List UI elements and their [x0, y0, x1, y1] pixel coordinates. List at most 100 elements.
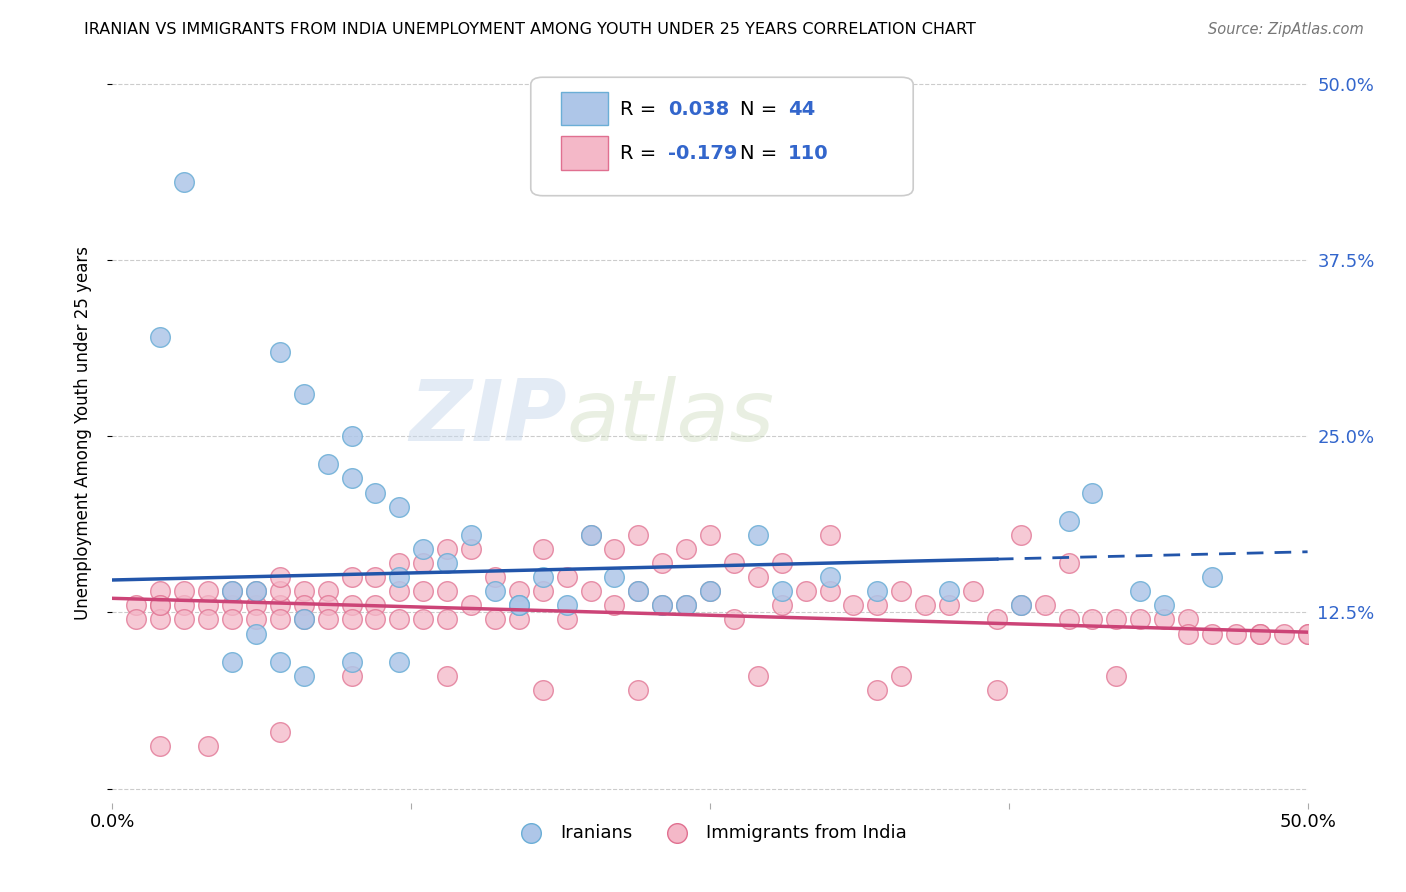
Point	[292, 599, 315, 613]
Point	[1010, 599, 1032, 613]
Point	[508, 599, 530, 613]
FancyBboxPatch shape	[561, 136, 609, 169]
Point	[531, 683, 554, 698]
Point	[818, 528, 841, 542]
Point	[269, 655, 291, 669]
Point	[555, 570, 578, 584]
Text: R =: R =	[620, 144, 662, 163]
Point	[603, 541, 626, 556]
Point	[1057, 556, 1080, 570]
Point	[125, 612, 148, 626]
Point	[842, 599, 865, 613]
Point	[962, 584, 984, 599]
FancyBboxPatch shape	[561, 92, 609, 126]
Point	[149, 599, 172, 613]
Point	[436, 584, 458, 599]
Point	[340, 612, 363, 626]
Point	[627, 584, 650, 599]
Point	[197, 584, 219, 599]
Point	[1296, 626, 1319, 640]
Point	[245, 584, 267, 599]
Point	[149, 599, 172, 613]
Point	[555, 599, 578, 613]
Point	[770, 599, 793, 613]
Point	[340, 669, 363, 683]
Point	[986, 612, 1008, 626]
Point	[1129, 584, 1152, 599]
Point	[340, 429, 363, 443]
Point	[699, 528, 721, 542]
Point	[1225, 626, 1247, 640]
Point	[149, 584, 172, 599]
Point	[316, 612, 339, 626]
Point	[1201, 570, 1223, 584]
Text: atlas: atlas	[567, 376, 775, 459]
Text: N =: N =	[740, 100, 783, 119]
Point	[1105, 669, 1128, 683]
Point	[770, 584, 793, 599]
Point	[316, 458, 339, 472]
Point	[699, 584, 721, 599]
Point	[627, 528, 650, 542]
Point	[818, 584, 841, 599]
Point	[340, 599, 363, 613]
Point	[388, 655, 411, 669]
Point	[1153, 612, 1175, 626]
Point	[340, 471, 363, 485]
Point	[388, 584, 411, 599]
Point	[627, 683, 650, 698]
Point	[1201, 626, 1223, 640]
Point	[197, 739, 219, 754]
Point	[1010, 599, 1032, 613]
Point	[508, 612, 530, 626]
Point	[364, 570, 387, 584]
Point	[388, 500, 411, 514]
Y-axis label: Unemployment Among Youth under 25 years: Unemployment Among Youth under 25 years	[73, 245, 91, 620]
Point	[651, 599, 673, 613]
Point	[579, 584, 602, 599]
Point	[269, 725, 291, 739]
Point	[292, 387, 315, 401]
Point	[269, 344, 291, 359]
Point	[1057, 514, 1080, 528]
Point	[675, 599, 697, 613]
Point	[603, 599, 626, 613]
Text: ZIP: ZIP	[409, 376, 567, 459]
Point	[1129, 612, 1152, 626]
Point	[197, 599, 219, 613]
Point	[388, 556, 411, 570]
Point	[460, 541, 482, 556]
Point	[1296, 626, 1319, 640]
Point	[316, 599, 339, 613]
Point	[1010, 528, 1032, 542]
FancyBboxPatch shape	[531, 78, 914, 195]
Point	[149, 739, 172, 754]
Text: 110: 110	[787, 144, 828, 163]
Point	[388, 570, 411, 584]
Text: R =: R =	[620, 100, 662, 119]
Point	[484, 612, 506, 626]
Point	[173, 612, 195, 626]
Point	[818, 570, 841, 584]
Point	[747, 570, 769, 584]
Point	[436, 541, 458, 556]
Point	[1081, 485, 1104, 500]
Point	[1153, 599, 1175, 613]
Point	[579, 528, 602, 542]
Point	[269, 584, 291, 599]
Point	[1081, 612, 1104, 626]
Point	[914, 599, 936, 613]
Point	[890, 584, 912, 599]
Point	[747, 528, 769, 542]
Text: IRANIAN VS IMMIGRANTS FROM INDIA UNEMPLOYMENT AMONG YOUTH UNDER 25 YEARS CORRELA: IRANIAN VS IMMIGRANTS FROM INDIA UNEMPLO…	[84, 22, 976, 37]
Point	[770, 556, 793, 570]
Text: Source: ZipAtlas.com: Source: ZipAtlas.com	[1208, 22, 1364, 37]
Point	[651, 599, 673, 613]
Point	[436, 612, 458, 626]
Point	[221, 655, 243, 669]
Point	[292, 669, 315, 683]
Point	[221, 612, 243, 626]
Point	[579, 528, 602, 542]
Point	[245, 626, 267, 640]
Point	[1177, 626, 1199, 640]
